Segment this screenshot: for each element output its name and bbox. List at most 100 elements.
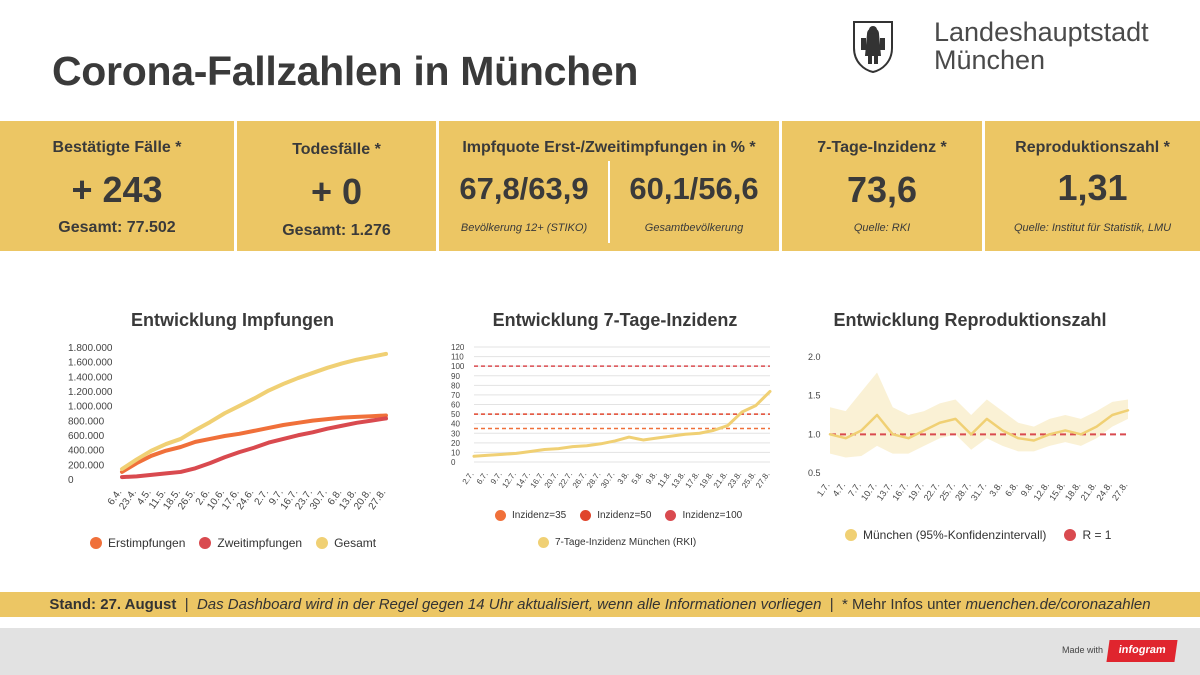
y-tick-label: 90 (451, 372, 460, 381)
x-tick-label: 25.8. (740, 470, 758, 490)
incidence-legend-thresholds: Inzidenz=35 Inzidenz=50 Inzidenz=100 (495, 510, 756, 521)
kpi-bar: Bestätigte Fälle * + 243 Gesamt: 77.502 … (0, 121, 1200, 251)
y-tick-label: 1.800.000 (68, 343, 113, 354)
y-tick-label: 10 (451, 448, 460, 457)
series-line (472, 389, 772, 458)
x-tick-label: 13.8. (669, 470, 687, 490)
kpi-cases: Bestätigte Fälle * + 243 Gesamt: 77.502 (0, 121, 234, 251)
legend-item-second-doses[interactable]: Zweitimpfungen (199, 536, 302, 550)
y-tick-label: 50 (451, 410, 460, 419)
series-line (120, 413, 388, 474)
y-tick-label: 200.000 (68, 460, 105, 471)
legend-item-r-munich[interactable]: München (95%-Konfidenzintervall) (845, 528, 1046, 542)
x-tick-label: 26.7. (571, 470, 589, 490)
kpi-cases-label: Bestätigte Fälle * (52, 139, 182, 156)
legend-label: Inzidenz=100 (682, 510, 743, 521)
y-tick-label: 70 (451, 391, 460, 400)
legend-label: Erstimpfungen (108, 536, 186, 550)
legend-dot (845, 529, 857, 541)
x-tick-label: 12.8. (1032, 480, 1052, 502)
kpi-divider (234, 121, 237, 251)
footer-more-prefix: * Mehr Infos unter (842, 596, 966, 613)
made-with-label: Made with (1062, 645, 1104, 655)
x-tick-label: 21.8. (1079, 480, 1099, 502)
x-tick-label: 14.7. (514, 470, 532, 490)
legend-item-incidence-munich[interactable]: 7-Tage-Inzidenz München (RKI) (538, 537, 696, 548)
x-tick-label: 27.8. (1110, 480, 1130, 502)
kpi-r-source: Quelle: Institut für Statistik, LMU (1013, 222, 1172, 234)
x-tick-label: 2.7. (253, 487, 272, 507)
x-tick-label: 27.8. (754, 470, 772, 490)
kpi-vaccination-label: Impfquote Erst-/Zweitimpfungen in % * (462, 139, 756, 156)
series-line (120, 351, 388, 471)
x-tick-label: 19.7. (906, 480, 926, 502)
kpi-cases-total: Gesamt: 77.502 (58, 219, 176, 236)
legend-item-threshold-35[interactable]: Inzidenz=35 (495, 510, 566, 521)
kpi-deaths: Todesfälle * + 0 Gesamt: 1.276 (237, 121, 436, 251)
y-tick-label: 80 (451, 381, 460, 390)
legend-label: Inzidenz=50 (597, 510, 652, 521)
legend-label: R = 1 (1082, 528, 1112, 542)
kpi-inner-divider (608, 161, 610, 243)
kpi-incidence: 7-Tage-Inzidenz * 73,6 Quelle: RKI (782, 121, 982, 251)
munich-coat-of-arms-icon (853, 21, 893, 74)
x-tick-label: 21.8. (712, 470, 730, 490)
kpi-divider (982, 121, 985, 251)
brand-logo[interactable]: Landeshauptstadt München (850, 18, 1180, 78)
x-tick-label: 3.8. (987, 480, 1004, 498)
y-tick-label: 0 (68, 475, 74, 486)
series-line (828, 409, 1130, 442)
legend-label: Zweitimpfungen (217, 536, 303, 550)
kpi-incidence-source: Quelle: RKI (853, 222, 911, 234)
kpi-vaccination-note-12plus: Bevölkerung 12+ (STIKO) (460, 222, 588, 234)
x-tick-label: 30.7. (599, 470, 617, 490)
y-tick-label: 2.0 (808, 352, 821, 362)
y-tick-label: 1.0 (808, 429, 821, 439)
kpi-deaths-value: + 0 (310, 171, 363, 212)
x-tick-label: 19.8. (698, 470, 716, 490)
y-tick-label: 110 (451, 353, 464, 362)
legend-item-threshold-50[interactable]: Inzidenz=50 (580, 510, 651, 521)
x-tick-label: 17.8. (684, 470, 702, 490)
x-tick-label: 25.7. (937, 480, 957, 502)
kpi-vaccination: Impfquote Erst-/Zweitimpfungen in % * 67… (439, 121, 779, 251)
x-tick-label: 10.7. (859, 480, 879, 502)
kpi-r-value: Reproduktionszahl * 1,31 Quelle: Institu… (985, 121, 1200, 251)
kpi-cases-value: + 243 (71, 169, 163, 210)
vaccinations-legend: Erstimpfungen Zweitimpfungen Gesamt (90, 536, 390, 550)
infogram-logo[interactable]: infogram (1106, 640, 1178, 662)
page-title: Corona-Fallzahlen in München (52, 48, 639, 94)
r-value-chart[interactable]: 0.51.01.52.01.7.4.7.7.7.10.7.13.7.16.7.1… (800, 345, 1140, 510)
y-tick-label: 20 (451, 439, 460, 448)
x-tick-label: 4.7. (831, 480, 848, 498)
x-tick-label: 13.7. (875, 480, 895, 502)
vaccinations-chart[interactable]: 0 200.000 400.000 600.000 800.000 1.000.000 1.… (60, 340, 400, 520)
legend-dot (580, 510, 592, 521)
brand-line-2: München (934, 45, 1046, 75)
legend-item-first-doses[interactable]: Erstimpfungen (90, 536, 185, 550)
x-tick-label: 16.7. (890, 480, 910, 502)
series-line (120, 416, 388, 480)
legend-label: München (95%-Konfidenzintervall) (863, 528, 1047, 542)
y-tick-label: 1.000.000 (68, 402, 113, 413)
legend-dot (90, 537, 102, 549)
x-tick-label: 12.7. (500, 470, 518, 490)
y-tick-label: 1.5 (808, 391, 821, 401)
y-tick-label: 800.000 (68, 416, 105, 427)
x-tick-label: 5.8. (630, 470, 645, 486)
chart-r-title: Entwicklung Reproduktionszahl (833, 310, 1107, 330)
y-tick-label: 0.5 (808, 468, 821, 478)
legend-item-total[interactable]: Gesamt (316, 536, 376, 550)
x-tick-label: 22.7. (557, 470, 575, 490)
legend-item-threshold-100[interactable]: Inzidenz=100 (665, 510, 742, 521)
kpi-r-value-number: 1,31 (1057, 167, 1128, 208)
kpi-incidence-value: 73,6 (846, 169, 918, 210)
kpi-vaccination-value-12plus: 67,8/63,9 (459, 171, 589, 206)
kpi-vaccination-note-total: Gesamtbevölkerung (644, 222, 744, 234)
legend-item-r-equals-1[interactable]: R = 1 (1064, 528, 1111, 542)
x-tick-label: 16.7. (529, 470, 547, 490)
x-tick-label: 28.7. (953, 480, 973, 502)
footer-more-link[interactable]: muenchen.de/coronazahlen (965, 596, 1151, 613)
legend-dot (495, 510, 506, 521)
